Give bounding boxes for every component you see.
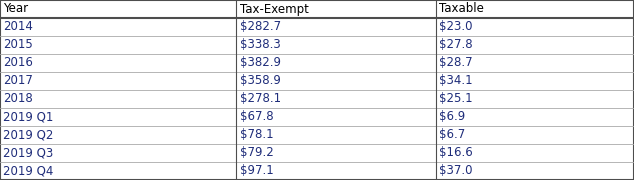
Text: $278.1: $278.1	[240, 93, 281, 105]
Text: Taxable: Taxable	[439, 3, 484, 15]
Bar	[0, 144, 634, 162]
Text: $67.8: $67.8	[240, 111, 273, 123]
Text: $79.2: $79.2	[240, 147, 273, 159]
Bar	[0, 90, 634, 108]
Text: $78.1: $78.1	[240, 129, 273, 141]
Text: $37.0: $37.0	[439, 165, 472, 177]
Bar	[0, 126, 634, 144]
Bar	[0, 72, 634, 90]
Text: 2017: 2017	[3, 75, 33, 87]
Text: 2016: 2016	[3, 57, 33, 69]
Text: $25.1: $25.1	[439, 93, 472, 105]
Text: 2018: 2018	[3, 93, 33, 105]
Bar	[0, 36, 634, 54]
Text: $6.7: $6.7	[439, 129, 465, 141]
Text: $6.9: $6.9	[439, 111, 465, 123]
Bar	[0, 108, 634, 126]
Text: Year: Year	[3, 3, 29, 15]
Bar	[0, 0, 634, 18]
Text: 2014: 2014	[3, 21, 33, 33]
Text: $97.1: $97.1	[240, 165, 273, 177]
Text: 2015: 2015	[3, 39, 33, 51]
Text: $16.6: $16.6	[439, 147, 472, 159]
Bar	[0, 54, 634, 72]
Text: $282.7: $282.7	[240, 21, 281, 33]
Bar	[0, 18, 634, 36]
Text: $358.9: $358.9	[240, 75, 280, 87]
Text: $27.8: $27.8	[439, 39, 472, 51]
Text: $338.3: $338.3	[240, 39, 280, 51]
Text: Tax-Exempt: Tax-Exempt	[240, 3, 309, 15]
Text: 2019 Q2: 2019 Q2	[3, 129, 53, 141]
Text: $28.7: $28.7	[439, 57, 472, 69]
Text: $23.0: $23.0	[439, 21, 472, 33]
Text: $382.9: $382.9	[240, 57, 281, 69]
Text: $34.1: $34.1	[439, 75, 472, 87]
Text: 2019 Q1: 2019 Q1	[3, 111, 53, 123]
Text: 2019 Q3: 2019 Q3	[3, 147, 53, 159]
Text: 2019 Q4: 2019 Q4	[3, 165, 53, 177]
Bar	[0, 162, 634, 180]
